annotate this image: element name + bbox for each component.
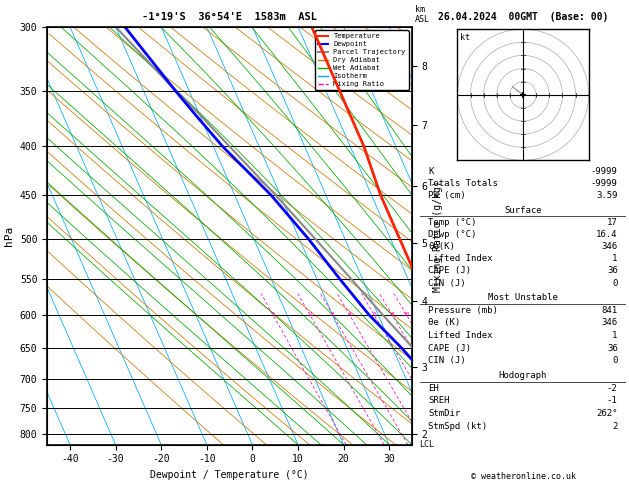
Text: CIN (J): CIN (J) [428, 278, 466, 288]
Text: 262°: 262° [596, 409, 618, 418]
Text: PW (cm): PW (cm) [428, 191, 466, 200]
Text: 1: 1 [612, 254, 618, 263]
Text: θe (K): θe (K) [428, 318, 460, 328]
Text: Lifted Index: Lifted Index [428, 254, 493, 263]
Text: K: K [428, 167, 434, 176]
Text: Dewp (°C): Dewp (°C) [428, 230, 477, 239]
Text: 26.04.2024  00GMT  (Base: 00): 26.04.2024 00GMT (Base: 00) [438, 12, 608, 22]
Text: Pressure (mb): Pressure (mb) [428, 306, 498, 315]
Text: 8: 8 [390, 312, 394, 317]
Text: km
ASL: km ASL [415, 5, 430, 24]
Text: 0: 0 [612, 278, 618, 288]
Text: Lifted Index: Lifted Index [428, 331, 493, 340]
Text: 3.59: 3.59 [596, 191, 618, 200]
Text: 2: 2 [308, 312, 312, 317]
Text: SREH: SREH [428, 397, 450, 405]
Text: kt: kt [460, 33, 470, 42]
Text: StmSpd (kt): StmSpd (kt) [428, 422, 487, 431]
Text: Totals Totals: Totals Totals [428, 179, 498, 188]
Text: -1: -1 [607, 397, 618, 405]
Text: 17: 17 [607, 218, 618, 227]
Text: 1: 1 [612, 331, 618, 340]
Text: -2: -2 [607, 384, 618, 393]
Text: EH: EH [428, 384, 439, 393]
Text: Temp (°C): Temp (°C) [428, 218, 477, 227]
Text: 2: 2 [612, 422, 618, 431]
Text: -9999: -9999 [591, 167, 618, 176]
X-axis label: Dewpoint / Temperature (°C): Dewpoint / Temperature (°C) [150, 470, 309, 480]
Text: 36: 36 [607, 266, 618, 276]
Text: -1°19'S  36°54'E  1583m  ASL: -1°19'S 36°54'E 1583m ASL [142, 12, 317, 22]
Text: 346: 346 [601, 242, 618, 251]
Text: 6: 6 [372, 312, 376, 317]
Text: © weatheronline.co.uk: © weatheronline.co.uk [470, 472, 576, 481]
Text: Most Unstable: Most Unstable [488, 294, 558, 302]
Text: CAPE (J): CAPE (J) [428, 344, 471, 353]
Text: 0: 0 [612, 356, 618, 365]
Legend: Temperature, Dewpoint, Parcel Trajectory, Dry Adiabat, Wet Adiabat, Isotherm, Mi: Temperature, Dewpoint, Parcel Trajectory… [314, 30, 408, 90]
Text: StmDir: StmDir [428, 409, 460, 418]
Text: 3: 3 [331, 312, 335, 317]
Text: CAPE (J): CAPE (J) [428, 266, 471, 276]
Text: 36: 36 [607, 344, 618, 353]
Y-axis label: Mixing Ratio (g/kg): Mixing Ratio (g/kg) [433, 180, 443, 292]
Text: 1: 1 [271, 312, 275, 317]
Text: Hodograph: Hodograph [499, 371, 547, 380]
Text: 841: 841 [601, 306, 618, 315]
Text: 346: 346 [601, 318, 618, 328]
Text: LCL: LCL [419, 440, 434, 449]
Text: Surface: Surface [504, 206, 542, 215]
Text: -9999: -9999 [591, 179, 618, 188]
Text: 4: 4 [348, 312, 352, 317]
Text: CIN (J): CIN (J) [428, 356, 466, 365]
Y-axis label: hPa: hPa [4, 226, 14, 246]
Text: θe(K): θe(K) [428, 242, 455, 251]
Text: 16.4: 16.4 [596, 230, 618, 239]
Text: 10: 10 [403, 312, 410, 317]
